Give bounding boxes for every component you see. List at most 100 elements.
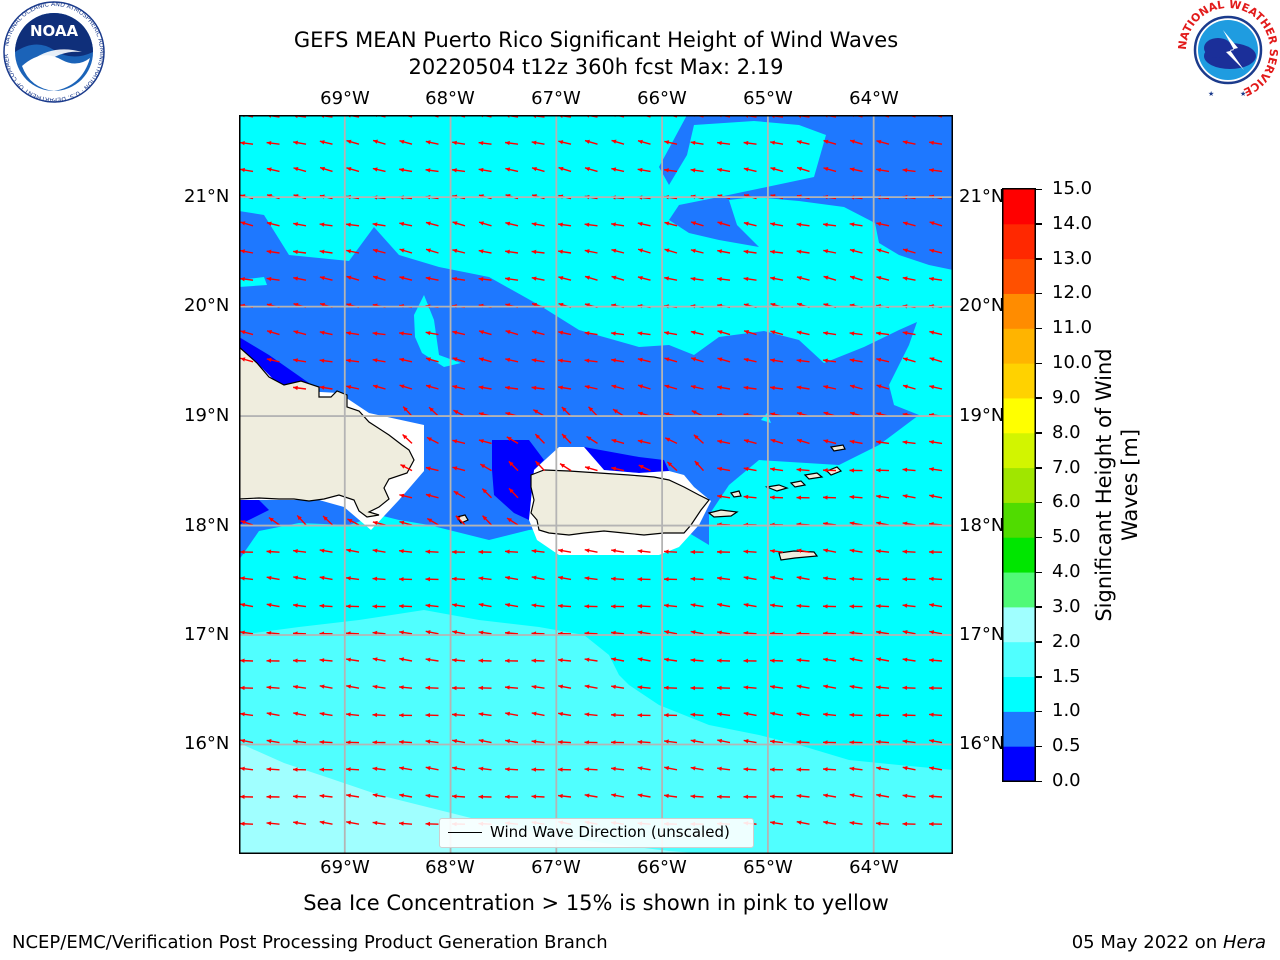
wind-wave-arrow — [876, 793, 890, 798]
wind-wave-arrow — [240, 576, 254, 581]
wind-wave-arrow — [584, 684, 598, 689]
wind-wave-arrow — [504, 685, 519, 690]
wind-wave-arrow — [637, 549, 651, 554]
colorbar-tick — [1036, 362, 1042, 365]
wind-wave-arrow — [399, 275, 413, 281]
land-mona-island — [456, 514, 469, 524]
wind-wave-arrow — [716, 685, 731, 691]
lat-label-right-20n: 20°N — [959, 295, 1005, 316]
colorbar-segment — [1003, 363, 1035, 399]
wind-wave-arrow — [849, 604, 863, 609]
wind-wave-arrow — [717, 766, 731, 771]
wind-wave-arrow — [481, 488, 492, 499]
wind-wave-arrow — [690, 330, 704, 336]
wind-wave-arrow — [611, 275, 625, 281]
wind-wave-arrow — [531, 166, 545, 173]
wind-wave-arrow — [478, 794, 492, 799]
wind-wave-arrow — [452, 603, 466, 608]
wind-wave-arrow — [611, 167, 625, 173]
wind-wave-arrow — [928, 821, 943, 827]
wind-wave-arrow — [664, 357, 678, 363]
wind-wave-arrow — [584, 466, 598, 472]
wind-wave-arrow — [717, 712, 731, 717]
wind-wave-arrow — [266, 167, 280, 173]
lon-label-bottom-68w: 68°W — [425, 857, 475, 878]
lon-label-top-65w: 65°W — [743, 88, 793, 109]
wind-wave-arrow — [319, 222, 333, 227]
wind-wave-arrow — [823, 576, 837, 581]
colorbar-frame — [1002, 188, 1036, 782]
wind-wave-arrow — [743, 602, 757, 608]
wind-wave-arrow — [823, 684, 837, 689]
wind-wave-arrow — [876, 357, 890, 363]
wind-wave-arrow — [292, 794, 307, 799]
wind-wave-arrow — [239, 821, 254, 826]
wind-wave-arrow — [319, 385, 333, 390]
colorbar-tick-label: 1.0 — [1052, 700, 1081, 722]
wind-wave-arrow — [796, 820, 810, 825]
wind-wave-arrow — [902, 384, 916, 390]
wind-wave-arrow — [664, 140, 678, 145]
wind-wave-arrow — [849, 358, 863, 363]
wind-wave-arrow — [664, 330, 678, 336]
lon-label-bottom-69w: 69°W — [320, 857, 370, 878]
wind-wave-arrow — [876, 549, 890, 554]
wind-wave-arrow — [611, 657, 625, 662]
wind-wave-arrow — [902, 712, 916, 718]
wind-wave-arrow — [902, 657, 916, 662]
wind-wave-arrow — [531, 575, 545, 581]
land-culebra — [729, 490, 742, 498]
wind-wave-arrow — [452, 221, 466, 227]
colorbar-segment — [1003, 676, 1035, 712]
wind-wave-arrow — [666, 461, 678, 472]
wind-wave-arrow — [796, 739, 810, 745]
wind-wave-arrow — [823, 222, 837, 227]
wind-wave-arrow — [584, 740, 598, 745]
colorbar-tick — [1036, 223, 1042, 225]
wind-wave-arrow — [346, 331, 360, 336]
wind-wave-arrow — [875, 739, 890, 745]
colorbar-tick-label: 5.0 — [1052, 526, 1081, 548]
wind-wave-arrow — [398, 739, 413, 745]
wind-wave-arrow — [347, 518, 360, 526]
wind-wave-arrow — [557, 739, 572, 745]
wind-wave-arrow — [292, 658, 307, 663]
wind-wave-arrow — [479, 463, 492, 472]
colorbar-segment — [1003, 258, 1035, 294]
wind-wave-arrow — [770, 140, 784, 145]
wind-wave-arrow — [506, 517, 519, 526]
wind-wave-arrow — [849, 740, 863, 745]
colorbar-title: Significant Height of Wind Waves [m] — [1091, 348, 1143, 621]
wind-wave-arrow — [875, 468, 890, 473]
wind-wave-arrow — [664, 276, 678, 281]
wind-wave-arrow — [637, 331, 651, 336]
wind-wave-arrow — [664, 248, 678, 254]
wind-wave-arrow — [611, 438, 625, 445]
wind-wave-arrow — [561, 406, 572, 417]
wind-wave-arrow — [717, 576, 731, 581]
wave-band-1-1.5-patch — [414, 295, 461, 367]
wind-wave-arrow — [505, 276, 519, 282]
svg-text:★: ★ — [1240, 90, 1246, 98]
wind-wave-arrow — [399, 139, 413, 145]
wind-wave-arrow — [717, 357, 731, 363]
wind-wave-arrow — [849, 167, 863, 173]
wind-wave-arrow — [482, 515, 493, 526]
wind-wave-arrow — [319, 767, 333, 772]
wind-wave-arrow — [637, 766, 651, 771]
wind-wave-arrow — [372, 712, 386, 718]
wind-wave-arrow — [929, 276, 943, 282]
colorbar-segment — [1003, 328, 1035, 364]
wind-wave-arrow — [849, 576, 863, 582]
wind-wave-arrow — [796, 166, 810, 173]
wind-wave-arrow — [770, 575, 784, 581]
colorbar-segment — [1003, 467, 1035, 503]
wind-wave-arrow — [902, 467, 916, 472]
wind-wave-arrow — [743, 276, 757, 282]
wind-wave-arrow — [266, 711, 280, 717]
wind-wave-arrow — [876, 139, 890, 145]
wind-wave-arrow — [664, 603, 678, 608]
wind-wave-arrow — [769, 767, 784, 772]
wind-wave-arrow — [293, 276, 307, 281]
wind-wave-arrow — [876, 494, 890, 499]
